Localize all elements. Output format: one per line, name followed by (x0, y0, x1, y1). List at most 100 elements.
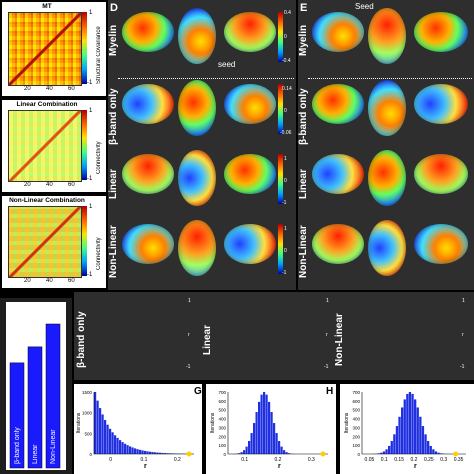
hist-i-xlabel: r (414, 463, 417, 470)
hist-h-xtick: 0.2 (275, 457, 282, 463)
hist-i-bin (416, 407, 419, 454)
hist-h-bin (258, 401, 261, 454)
mt-title: MT (42, 3, 52, 10)
hist-g-bin (136, 449, 139, 454)
bar-1 (27, 346, 43, 469)
hist-i-bin (382, 451, 386, 454)
hist-g-bin (116, 437, 119, 454)
hist-i-xtick: 0.25 (424, 457, 434, 463)
hist-h-ylabel: Iterations (210, 412, 216, 433)
hist-i-bin (385, 449, 388, 454)
d-cbar-myelin-bot: -0.4 (282, 58, 291, 64)
linear-cbar-bottom: -1 (87, 176, 93, 182)
e-brain-medial-3 (414, 224, 468, 264)
hist-i-axes (361, 392, 466, 455)
d-cbar-nonlinear-top: 1 (284, 226, 287, 232)
hist-i-bin (427, 441, 430, 454)
hist-i-bin (406, 393, 409, 454)
hist-i-bin (390, 441, 393, 454)
bar-chart (6, 302, 66, 470)
nonlinear-heatmap (8, 206, 82, 278)
linear-tick-40: 40 (46, 182, 53, 188)
hist-g-ytick: 500 (84, 431, 92, 436)
hist-g-ytick: 1500 (82, 390, 93, 395)
hist-h-bin (270, 412, 273, 454)
d-colorbar-0 (278, 12, 283, 62)
hist-g-bin (99, 408, 102, 454)
e-brain-lateral-2 (312, 154, 364, 194)
hist-i-ytick: 100 (352, 443, 360, 448)
hist-g-bin (141, 450, 144, 454)
e-brain-medial-1 (414, 84, 468, 124)
hist-g-bin (94, 392, 97, 454)
hist-i-ylabel: Iterations (344, 412, 350, 433)
hist-h-observed-marker (320, 451, 326, 457)
d-cbar-beta-mid: 0 (284, 108, 287, 114)
hist-h-bin (280, 446, 283, 454)
hist-g-bin (139, 449, 142, 454)
hist-g-bin (169, 453, 172, 454)
d-brain-top-0 (178, 8, 216, 64)
hist-i-xtick: 0.3 (440, 457, 447, 463)
hist-i-xtick: 0.1 (381, 457, 388, 463)
bar-2 (45, 323, 61, 469)
hist-i-bin (434, 451, 438, 454)
e-brain-top-1 (368, 80, 406, 136)
hist-i-bin (437, 452, 440, 454)
e-brain-top-2 (368, 150, 406, 206)
bottom-cbar3-r: r (462, 332, 464, 338)
d-separator (118, 78, 294, 79)
hist-h-bin (275, 433, 278, 454)
panel-d-letter: D (110, 2, 118, 14)
hist-i-bin (395, 426, 399, 454)
hist-h-ytick: 500 (218, 408, 226, 413)
mt-matrix-panel: MT 1 -1 Structural Covariance 20 40 60 (2, 2, 106, 96)
hist-h-bin (263, 392, 266, 454)
hist-h-ytick: 400 (218, 417, 226, 422)
hist-g-bin (159, 452, 162, 454)
e-brain-top-0 (368, 8, 406, 64)
d-brain-medial-3 (224, 224, 276, 264)
d-cbar-nonlinear-mid: 0 (284, 248, 287, 254)
panel-e-letter: E (300, 2, 308, 14)
hist-h-ytick: 300 (218, 425, 226, 430)
mt-tick-40: 40 (46, 86, 53, 92)
hist-g-xtick: 0.1 (141, 457, 148, 463)
hist-h-bin (248, 441, 251, 454)
bottom-cbar1-bot: -1 (186, 364, 191, 370)
hist-g-bin (166, 453, 169, 454)
linear-matrix-panel: Linear Combination 1 -1 Connectivity 20 … (2, 100, 106, 192)
d-brain-lateral-2 (122, 154, 174, 194)
hist-i-ytick: 0 (357, 452, 360, 457)
hist-h-ytick: 700 (218, 390, 226, 395)
linear-colorbar (82, 110, 87, 180)
hist-i-bin (377, 453, 380, 454)
e-brain-lateral-1 (312, 84, 364, 124)
hist-h-ytick: 600 (218, 399, 226, 404)
hist-i-bin (424, 434, 427, 454)
e-brain-lateral-3 (312, 224, 364, 264)
hist-h-bin (265, 394, 268, 454)
nonlinear-colorbar (82, 206, 87, 276)
hist-g-bin (134, 448, 137, 454)
hist-h-axes (227, 392, 328, 455)
hist-h-bin (285, 452, 288, 454)
hist-g-xtick: 0.2 (174, 457, 181, 463)
hist-i-bin (401, 407, 404, 454)
hist-g-observed-marker (186, 451, 192, 457)
hist-i-bin (440, 453, 443, 454)
d-cbar-myelin-top: 0.4 (284, 10, 291, 16)
d-cbar-linear-mid: 0 (284, 178, 287, 184)
d-cbar-beta-top: 0.14 (282, 86, 292, 92)
d-cbar-nonlinear-bot: -1 (282, 270, 287, 276)
bottom-cbar3-bot: -1 (460, 364, 465, 370)
hist-h-bin (278, 441, 281, 454)
hist-g-bin (124, 443, 127, 454)
hist-g-bin (119, 440, 122, 454)
hist-h-bin (273, 423, 276, 454)
d-brain-medial-2 (224, 154, 276, 194)
hist-g-bin (161, 452, 164, 454)
hist-h-bin (255, 412, 258, 454)
hist-h-ytick: 0 (223, 452, 226, 457)
hist-h-ytick: 200 (218, 434, 226, 439)
